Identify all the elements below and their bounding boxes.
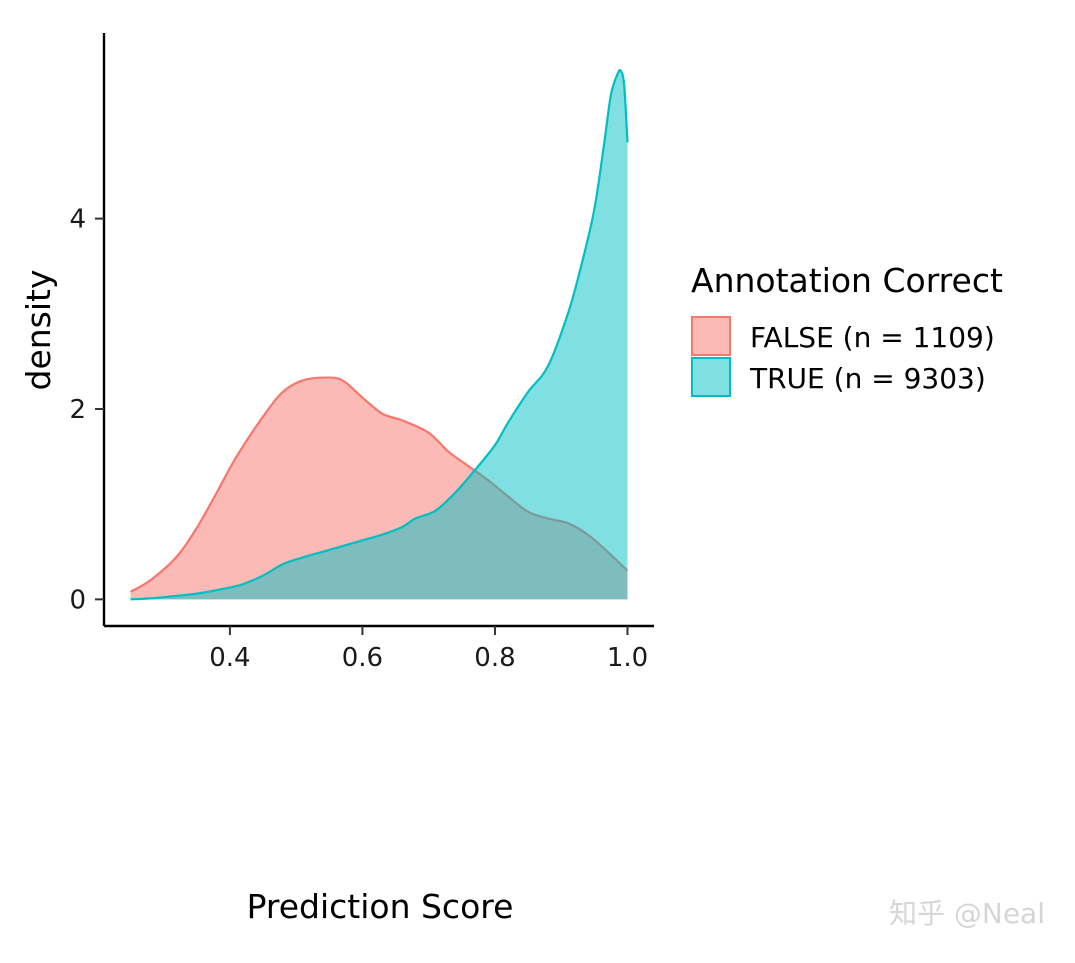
legend-label-true: TRUE (n = 9303) (749, 362, 986, 395)
legend-item-false: FALSE (n = 1109) (691, 316, 995, 356)
legend-title: Annotation Correct (691, 261, 1003, 300)
watermark: 知乎 @Neal (889, 897, 1045, 930)
legend-item-true: TRUE (n = 9303) (691, 357, 986, 397)
x-tick-label: 0.6 (342, 643, 383, 673)
y-tick-label: 2 (69, 395, 86, 425)
x-tick-label: 0.4 (209, 643, 250, 673)
density-line-true (130, 68, 629, 601)
x-tick-label: 0.8 (474, 643, 515, 673)
y-axis-title: density (19, 270, 58, 391)
x-axis-title: Prediction Score (247, 887, 514, 926)
axes-layer: 0.4 0.6 0.8 1.0 0 2 4 (69, 33, 654, 673)
legend-key-false (691, 316, 731, 356)
density-area-true (130, 70, 628, 600)
series-layer (129, 68, 629, 601)
legend-key-true (691, 357, 731, 397)
legend: Annotation Correct FALSE (n = 1109) TRUE … (691, 261, 1003, 397)
legend-items: FALSE (n = 1109) TRUE (n = 9303) (691, 316, 995, 397)
density-series-true (130, 68, 629, 601)
y-tick-label: 4 (69, 205, 86, 235)
y-tick-label: 0 (69, 585, 86, 615)
legend-label-false: FALSE (n = 1109) (750, 321, 995, 354)
x-tick-label: 1.0 (607, 643, 648, 673)
